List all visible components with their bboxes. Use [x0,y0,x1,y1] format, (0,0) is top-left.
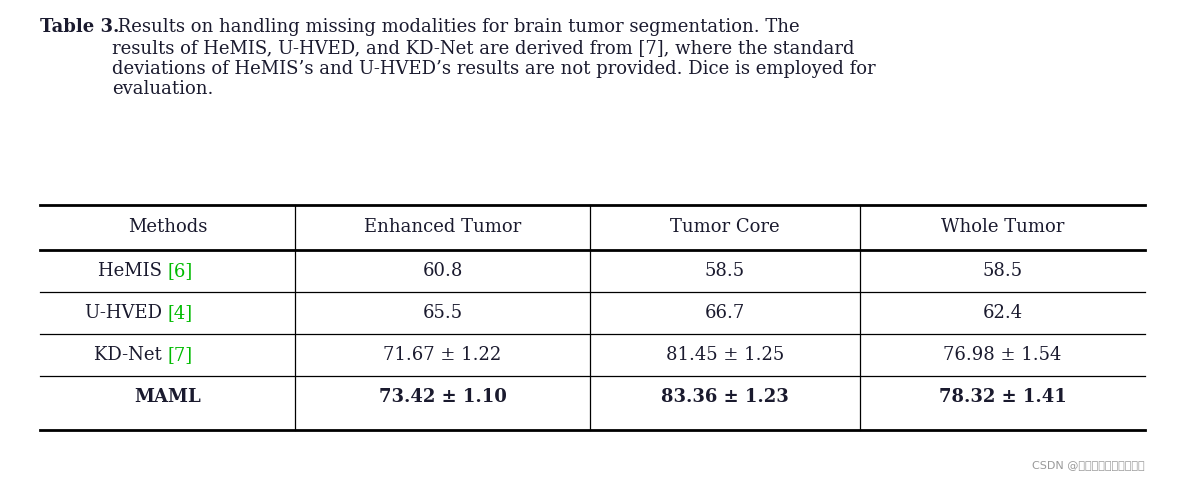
Text: Whole Tumor: Whole Tumor [941,218,1064,237]
Text: 65.5: 65.5 [423,304,463,322]
Text: 73.42 ± 1.10: 73.42 ± 1.10 [379,388,507,406]
Text: U-HVED: U-HVED [85,304,168,322]
Text: CSDN @派大星的最爱海绵宝宝: CSDN @派大星的最爱海绵宝宝 [1032,460,1146,470]
Text: HeMIS: HeMIS [98,262,168,280]
Text: [4]: [4] [168,304,193,322]
Text: Table 3.: Table 3. [40,18,119,36]
Text: KD-Net: KD-Net [94,346,168,364]
Text: 78.32 ± 1.41: 78.32 ± 1.41 [939,388,1066,406]
Text: 76.98 ± 1.54: 76.98 ± 1.54 [944,346,1062,364]
Text: 58.5: 58.5 [705,262,745,280]
Text: Tumor Core: Tumor Core [670,218,779,237]
Text: Results on handling missing modalities for brain tumor segmentation. The
results: Results on handling missing modalities f… [112,18,875,98]
Text: 81.45 ± 1.25: 81.45 ± 1.25 [666,346,784,364]
Text: MAML: MAML [135,388,201,406]
Text: 71.67 ± 1.22: 71.67 ± 1.22 [384,346,502,364]
Text: Methods: Methods [128,218,207,237]
Text: [7]: [7] [168,346,193,364]
Text: 62.4: 62.4 [983,304,1023,322]
Text: 58.5: 58.5 [983,262,1023,280]
Text: [6]: [6] [168,262,193,280]
Text: 60.8: 60.8 [423,262,463,280]
Text: 83.36 ± 1.23: 83.36 ± 1.23 [661,388,789,406]
Text: Enhanced Tumor: Enhanced Tumor [364,218,521,237]
Text: 66.7: 66.7 [705,304,745,322]
